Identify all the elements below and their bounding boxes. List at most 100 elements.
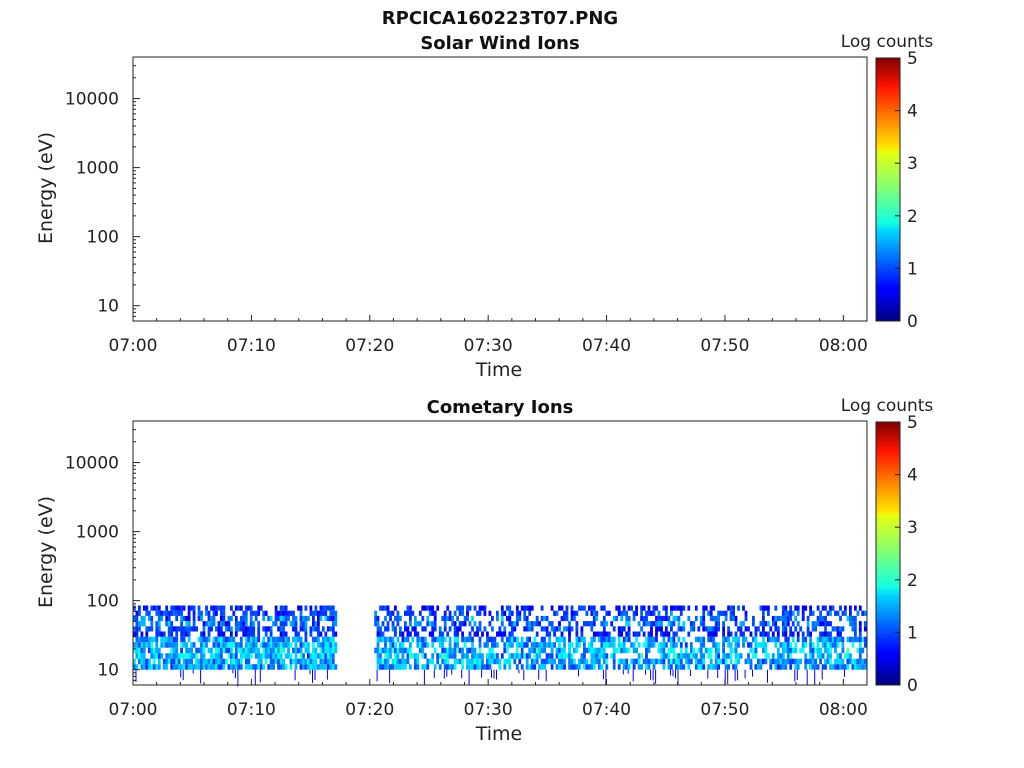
cometary-heatmap-cell bbox=[135, 647, 139, 654]
cometary-heatmap-cell bbox=[205, 664, 208, 670]
solar-wind-x-tick-label: 07:10 bbox=[227, 336, 276, 356]
cometary-heatmap-cell bbox=[312, 636, 315, 643]
cometary-heatmap-cell bbox=[202, 636, 206, 643]
cometary-heatmap-cell bbox=[329, 642, 333, 648]
cometary-heatmap-cell bbox=[170, 642, 174, 648]
cometary-heatmap-cell bbox=[684, 658, 688, 665]
cometary-heatmap-cell bbox=[267, 615, 271, 622]
cometary-heatmap-cell bbox=[592, 605, 596, 611]
cometary-heatmap-cell bbox=[794, 647, 798, 654]
cometary-heatmap-cell bbox=[839, 653, 842, 659]
cometary-heatmap-cell bbox=[334, 647, 338, 654]
cometary-x-tick-label: 07:50 bbox=[700, 700, 749, 720]
cometary-heatmap-cell bbox=[784, 626, 788, 632]
cometary-heatmap-cell bbox=[849, 636, 852, 643]
cometary-x-tick-label: 07:40 bbox=[582, 700, 631, 720]
cometary-heatmap-cell bbox=[545, 669, 547, 682]
cometary-heatmap-cell bbox=[220, 658, 223, 665]
cometary-heatmap-cell bbox=[851, 636, 855, 643]
cometary-heatmap-cell bbox=[692, 647, 696, 654]
cometary-heatmap-cell bbox=[376, 615, 380, 622]
cometary-heatmap-cell bbox=[481, 658, 484, 665]
cometary-heatmap-cell bbox=[252, 647, 256, 654]
cometary-heatmap-cell bbox=[172, 658, 176, 665]
cometary-heatmap-cell bbox=[249, 626, 253, 632]
cometary-heatmap-cell bbox=[729, 610, 733, 616]
cometary-heatmap-cell bbox=[699, 653, 703, 659]
cometary-xlabel: Time bbox=[475, 723, 523, 745]
cometary-heatmap-cell bbox=[180, 664, 183, 670]
cometary-heatmap-cell bbox=[819, 653, 822, 659]
cometary-heatmap-cell bbox=[757, 658, 760, 665]
cometary-heatmap-cell bbox=[500, 610, 504, 616]
cometary-heatmap-cell bbox=[259, 664, 263, 670]
cometary-heatmap-cell bbox=[839, 615, 842, 622]
cometary-heatmap-cell bbox=[205, 621, 208, 627]
cometary-heatmap-cell bbox=[774, 664, 778, 670]
cometary-heatmap-cell bbox=[187, 636, 191, 643]
cometary-heatmap-cell bbox=[317, 610, 320, 616]
cometary-heatmap-cell bbox=[379, 647, 382, 654]
cometary-heatmap-cell bbox=[461, 653, 464, 659]
cometary-heatmap-cell bbox=[712, 615, 716, 622]
cometary-heatmap-cell bbox=[660, 642, 663, 648]
solar-wind-y-tick-label: 10000 bbox=[65, 90, 119, 110]
cometary-heatmap-cell bbox=[391, 642, 395, 648]
cometary-heatmap-cell bbox=[821, 664, 825, 670]
cometary-heatmap-cell bbox=[302, 664, 305, 670]
cometary-heatmap-cell bbox=[436, 636, 440, 643]
cometary-heatmap-cell bbox=[170, 605, 174, 611]
cometary-heatmap-cell bbox=[453, 642, 457, 648]
cometary-heatmap-cell bbox=[182, 636, 186, 643]
cometary-heatmap-cell bbox=[670, 636, 673, 643]
cometary-heatmap-cell bbox=[625, 615, 629, 622]
cometary-heatmap-cell bbox=[272, 621, 275, 627]
cometary-heatmap-cell bbox=[145, 605, 149, 611]
cometary-heatmap-cell bbox=[687, 605, 691, 611]
cometary-heatmap-cell bbox=[712, 626, 716, 632]
cometary-heatmap-cell bbox=[185, 653, 188, 659]
cometary-heatmap-cell bbox=[518, 669, 520, 674]
cometary-heatmap-cell bbox=[401, 647, 405, 654]
cometary-heatmap-cell bbox=[282, 615, 285, 622]
cometary-heatmap-cell bbox=[160, 610, 164, 616]
cometary-heatmap-cell bbox=[319, 647, 323, 654]
cometary-heatmap-cell bbox=[468, 647, 472, 654]
cometary-heatmap-cell bbox=[302, 626, 305, 632]
cometary-heatmap-cell bbox=[326, 605, 330, 611]
cometary-heatmap-cell bbox=[399, 647, 402, 654]
cometary-heatmap-cell bbox=[525, 664, 529, 670]
cometary-heatmap-cell bbox=[411, 610, 415, 616]
cometary-heatmap-cell bbox=[575, 664, 579, 670]
cometary-heatmap-cell bbox=[413, 658, 417, 665]
cometary-heatmap-cell bbox=[376, 636, 380, 643]
cometary-heatmap-cell bbox=[801, 636, 805, 643]
cometary-heatmap-cell bbox=[553, 631, 556, 637]
cometary-heatmap-cell bbox=[861, 610, 865, 616]
cometary-heatmap-cell bbox=[406, 653, 410, 659]
cometary-heatmap-cell bbox=[568, 647, 571, 654]
cometary-heatmap-cell bbox=[289, 621, 293, 627]
cometary-heatmap-cell bbox=[545, 642, 549, 648]
cometary-heatmap-cell bbox=[227, 626, 231, 632]
cometary-heatmap-cell bbox=[665, 605, 668, 611]
cometary-heatmap-cell bbox=[791, 636, 795, 643]
cometary-heatmap-cell bbox=[190, 626, 193, 632]
cometary-heatmap-cell bbox=[665, 626, 668, 632]
cometary-heatmap-cell bbox=[274, 615, 278, 622]
cometary-heatmap-cell bbox=[433, 669, 435, 678]
cometary-heatmap-cell bbox=[409, 664, 412, 670]
cometary-heatmap-cell bbox=[312, 658, 315, 665]
cometary-heatmap-cell bbox=[401, 631, 405, 637]
cometary-heatmap-cell bbox=[836, 631, 840, 637]
cometary-heatmap-cell bbox=[491, 636, 494, 643]
cometary-heatmap-cell bbox=[486, 664, 489, 670]
cometary-heatmap-cell bbox=[530, 642, 534, 648]
cometary-heatmap-cell bbox=[426, 605, 430, 611]
cometary-heatmap-cell bbox=[500, 621, 504, 627]
cometary-heatmap-cell bbox=[786, 636, 790, 643]
cometary-heatmap-cell bbox=[314, 658, 318, 665]
cometary-heatmap-cell bbox=[719, 658, 723, 665]
cometary-heatmap-cell bbox=[515, 647, 519, 654]
cometary-heatmap-cell bbox=[391, 636, 395, 643]
